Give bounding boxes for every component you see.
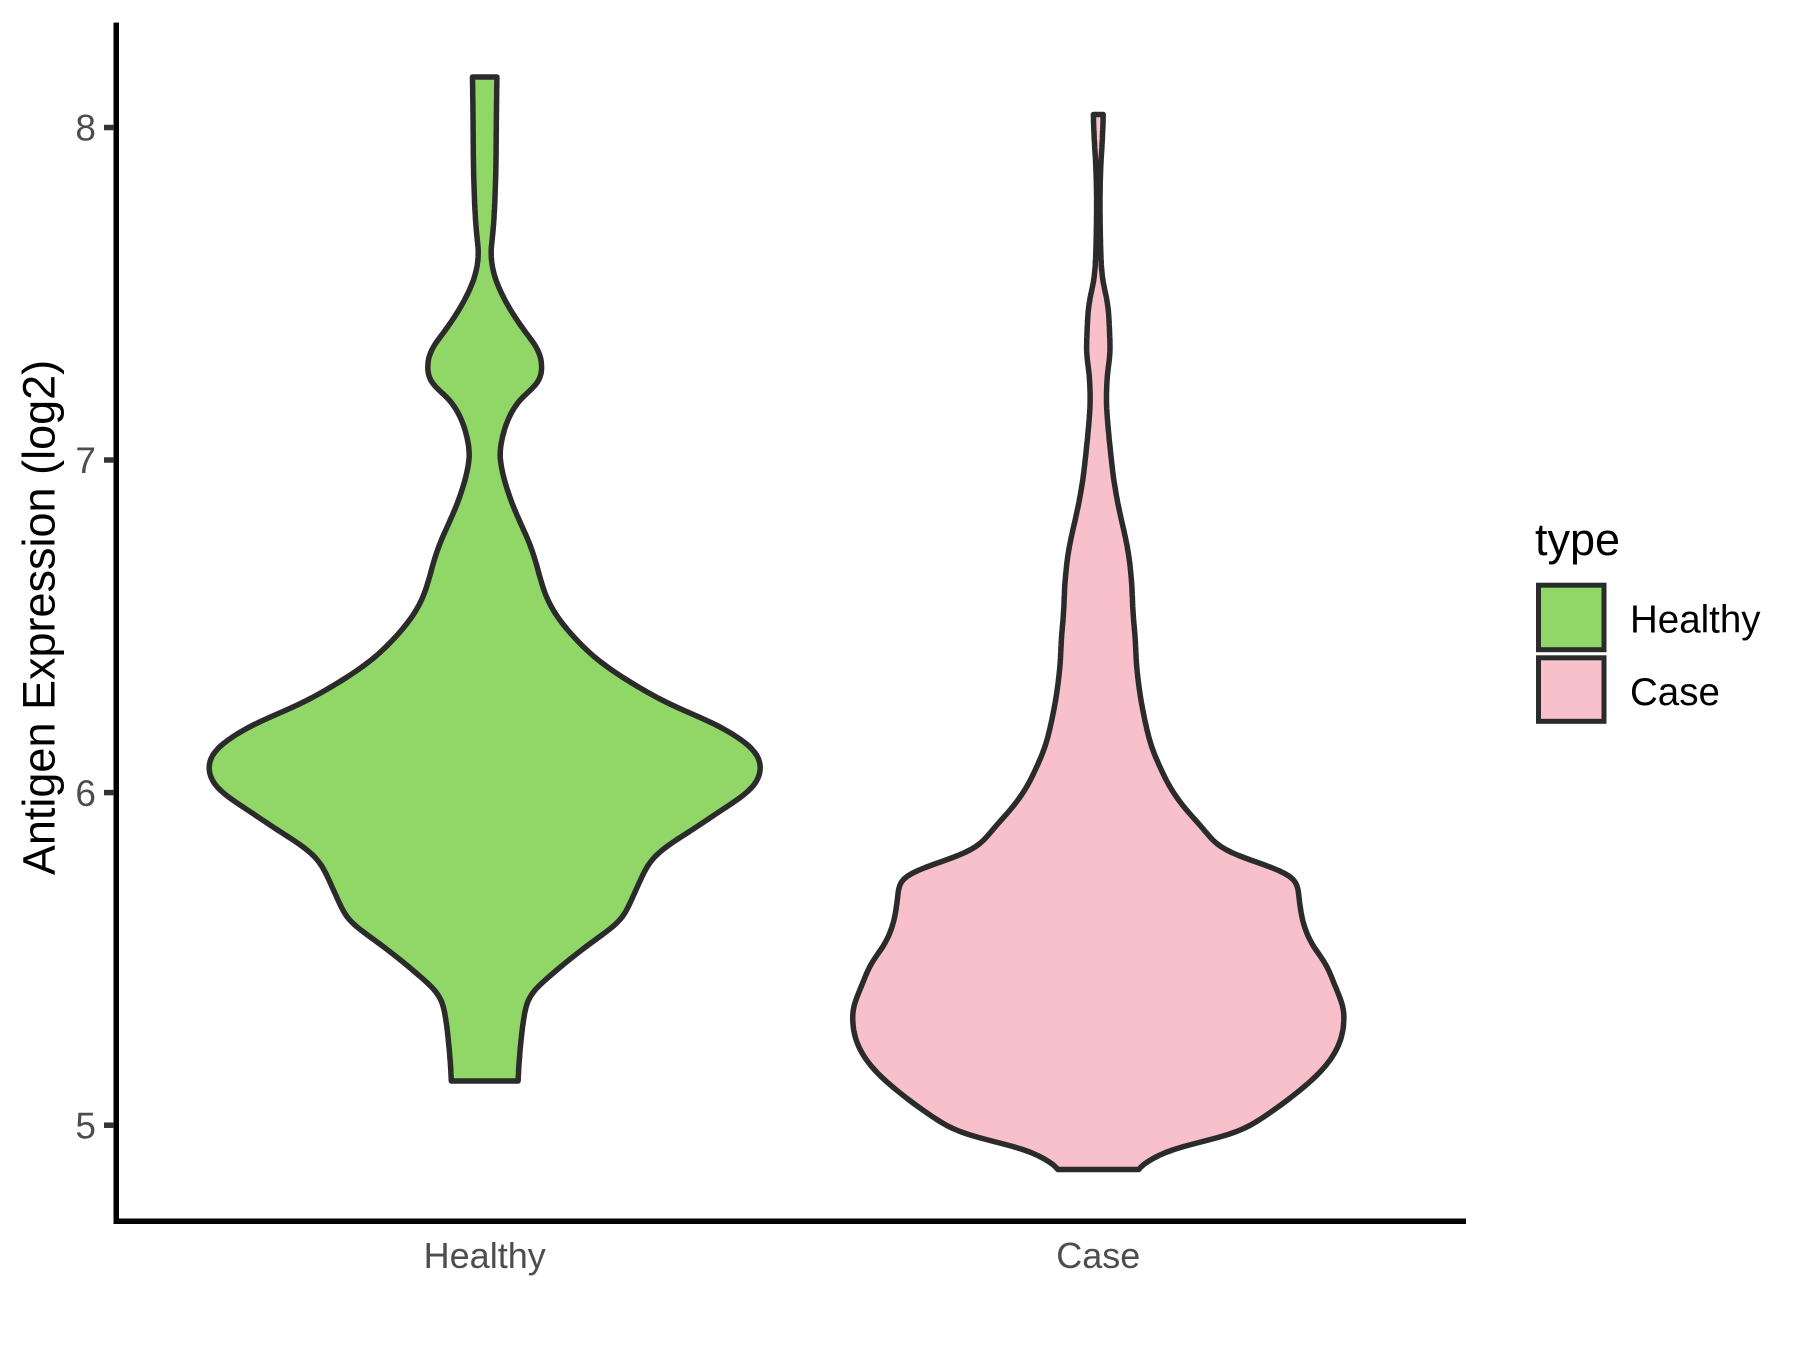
svg-text:7: 7	[75, 440, 96, 481]
svg-text:8: 8	[75, 108, 96, 149]
svg-text:Healthy: Healthy	[424, 1235, 546, 1276]
svg-text:type: type	[1535, 514, 1620, 565]
svg-text:Antigen Expression (log2): Antigen Expression (log2)	[14, 360, 65, 875]
svg-text:Case: Case	[1056, 1235, 1140, 1276]
svg-text:Healthy: Healthy	[1630, 599, 1761, 642]
svg-text:5: 5	[75, 1105, 96, 1146]
svg-text:6: 6	[75, 773, 96, 814]
svg-text:Case: Case	[1630, 671, 1720, 714]
